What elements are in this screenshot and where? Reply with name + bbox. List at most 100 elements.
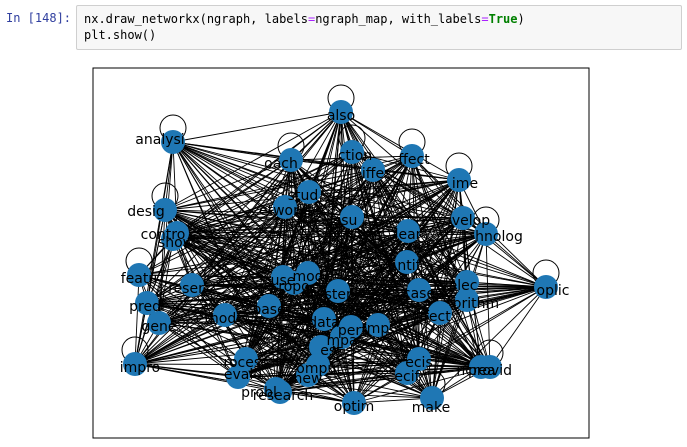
graph-edge bbox=[158, 169, 374, 324]
graph-node bbox=[264, 377, 288, 401]
graph-edge bbox=[411, 155, 464, 219]
node-label: desig bbox=[127, 204, 165, 220]
graph-edge bbox=[308, 191, 325, 320]
node-label: use bbox=[271, 273, 296, 289]
graph-node bbox=[474, 222, 498, 246]
graph-edge bbox=[237, 366, 482, 378]
graph-node bbox=[213, 303, 237, 327]
graph-edge bbox=[372, 169, 460, 181]
graph-edge bbox=[245, 206, 286, 360]
graph-node bbox=[309, 335, 333, 359]
code-text: ngraph_map, with_labels bbox=[315, 12, 482, 26]
graph-edge bbox=[317, 358, 420, 366]
graph-edge bbox=[284, 206, 420, 291]
graph-node bbox=[161, 130, 185, 154]
code-line-2: plt.show() bbox=[84, 28, 157, 42]
graph-node bbox=[420, 386, 444, 410]
node-label: gene bbox=[142, 319, 177, 335]
graph-edge bbox=[134, 314, 226, 365]
graph-node bbox=[447, 168, 471, 192]
node-label: ffect bbox=[398, 152, 430, 168]
graph-edge bbox=[268, 305, 352, 328]
node-label: reser bbox=[168, 281, 204, 297]
node-label: new bbox=[294, 371, 323, 387]
graph-edge bbox=[407, 155, 413, 232]
graph-edge bbox=[275, 372, 408, 390]
graph-node bbox=[226, 365, 250, 389]
graph-edge bbox=[176, 232, 468, 283]
graph-node bbox=[147, 311, 171, 335]
node-label: optim bbox=[334, 399, 374, 415]
graph-node bbox=[273, 195, 297, 219]
graph-edge bbox=[282, 191, 310, 278]
node-label: orithm bbox=[453, 296, 499, 312]
graph-edge bbox=[351, 216, 547, 288]
node-label: rocess bbox=[224, 355, 269, 371]
node-label: elec bbox=[449, 278, 478, 294]
graph-edge bbox=[489, 286, 547, 368]
graph-edge bbox=[307, 272, 420, 291]
graph-node bbox=[127, 263, 151, 287]
node-label: show bbox=[158, 235, 194, 251]
graph-node bbox=[469, 355, 493, 379]
node-label: oach bbox=[264, 156, 298, 172]
graph-node bbox=[329, 100, 353, 124]
code-operator: = bbox=[307, 12, 316, 26]
graph-edge bbox=[377, 324, 482, 368]
graph-edge bbox=[282, 216, 353, 278]
graph-edge bbox=[172, 141, 409, 232]
node-label: probl bbox=[241, 385, 277, 401]
graph-edge bbox=[158, 322, 239, 378]
graph-node bbox=[455, 288, 479, 312]
code-input-cell[interactable]: nx.draw_networkx(ngraph, labels=ngraph_m… bbox=[76, 5, 682, 50]
graph-edge bbox=[308, 179, 460, 193]
graph-node bbox=[534, 275, 558, 299]
graph-edge bbox=[406, 261, 420, 360]
graph-edge bbox=[377, 281, 468, 326]
graph-edge bbox=[134, 274, 140, 365]
graph-edge bbox=[146, 302, 322, 348]
graph-edge bbox=[158, 322, 247, 360]
graph-edge bbox=[268, 299, 468, 307]
graph-edge bbox=[172, 111, 342, 143]
node-label: featu bbox=[121, 271, 157, 287]
graph-edge bbox=[134, 276, 284, 365]
graph-edge bbox=[308, 191, 482, 368]
node-label: base bbox=[252, 302, 285, 318]
graph-node bbox=[312, 307, 336, 331]
node-label: etwork bbox=[259, 203, 308, 219]
graph-edge bbox=[418, 233, 487, 291]
node-label: velop bbox=[452, 213, 490, 229]
graph-edge bbox=[138, 274, 281, 393]
graph-edge bbox=[353, 286, 547, 404]
node-label: omput bbox=[296, 361, 342, 377]
node-label: mpa bbox=[326, 333, 357, 349]
graph-labels: also analysi oach ction ffect iffe ime velophno… bbox=[120, 108, 570, 416]
graph-edge bbox=[418, 286, 547, 360]
node-label: ystem bbox=[316, 287, 359, 303]
cell-prompt: In [148]: bbox=[6, 11, 72, 25]
graph-edge bbox=[237, 376, 355, 404]
graph-node bbox=[279, 148, 303, 172]
code-operator: = bbox=[481, 12, 489, 26]
node-label: ropo bbox=[278, 279, 309, 295]
graph-node bbox=[123, 352, 147, 376]
graph-node bbox=[455, 270, 479, 294]
graph-edge bbox=[431, 299, 468, 399]
graph-edges bbox=[134, 111, 547, 404]
graph-edge bbox=[172, 206, 286, 240]
node-label: mod bbox=[292, 269, 323, 285]
graph-edge bbox=[407, 230, 441, 314]
graph-node bbox=[340, 140, 364, 164]
node-label: analysi bbox=[135, 132, 184, 148]
node-label: case bbox=[403, 286, 435, 302]
graph-edge bbox=[351, 216, 464, 219]
node-label: ction bbox=[338, 148, 373, 164]
graph-edge bbox=[268, 305, 309, 376]
graph-edge bbox=[191, 206, 286, 286]
code-text: ) bbox=[517, 12, 525, 26]
node-label: research bbox=[253, 388, 314, 404]
node-label: ecis bbox=[405, 355, 433, 371]
graph-edge bbox=[191, 284, 319, 366]
graph-edge bbox=[308, 191, 464, 219]
